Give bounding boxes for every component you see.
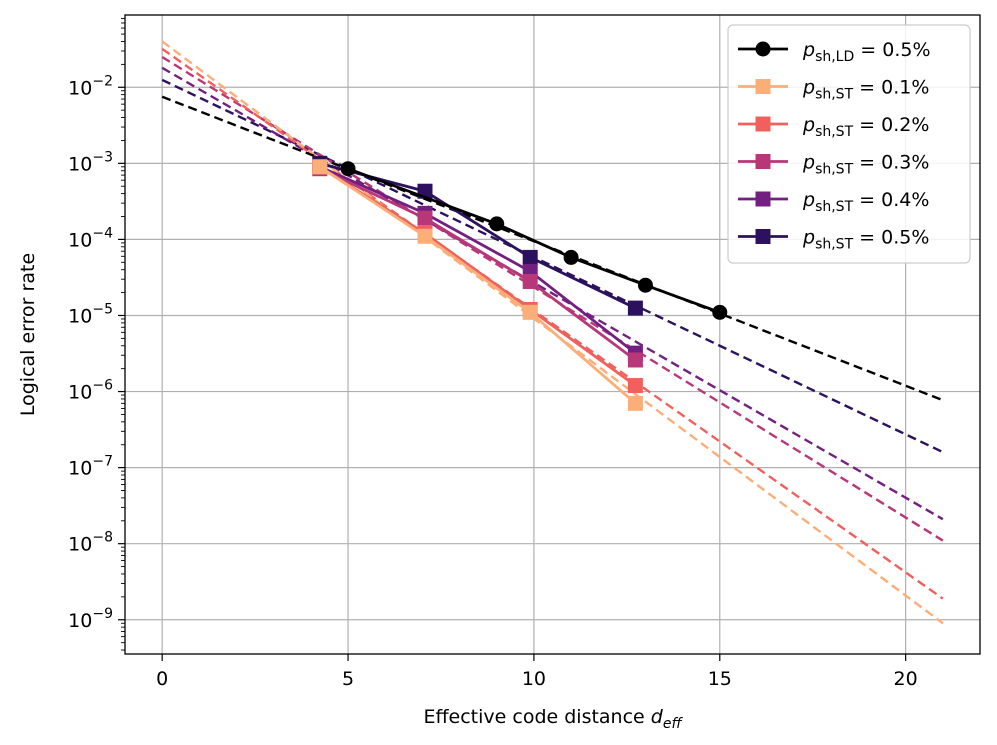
y-tick-exponent: −6 — [92, 378, 113, 394]
data-series — [312, 155, 728, 411]
legend-box — [727, 24, 971, 264]
y-tick-label: 10−4 — [68, 225, 113, 251]
legend-label: psh,ST = 0.5% — [802, 227, 929, 253]
y-tick-label: 10−8 — [68, 530, 113, 556]
series-line — [319, 165, 637, 405]
legend-label-subscript: sh,ST — [815, 87, 854, 103]
data-point — [417, 228, 433, 244]
fit-lines — [161, 40, 944, 625]
y-tick-label: 10−3 — [68, 149, 113, 175]
y-tick-exponent: −8 — [92, 530, 113, 546]
legend-label-subscript: sh,ST — [815, 162, 854, 178]
legend-label-subscript: sh,ST — [815, 124, 854, 140]
legend-swatch-marker — [755, 191, 771, 207]
y-tick-label: 10−5 — [68, 301, 113, 327]
legend-label-value: = 0.5% — [853, 227, 929, 249]
x-tick-label: 10 — [522, 668, 546, 690]
y-tick-label: 10−2 — [68, 73, 113, 99]
legend-label-variable: p — [802, 77, 815, 99]
data-point — [627, 352, 643, 368]
legend-swatch-marker — [755, 154, 771, 169]
x-axis-label-subscript: eff — [663, 716, 684, 732]
y-tick-exponent: −9 — [92, 606, 113, 622]
legend-label-variable: p — [802, 114, 815, 136]
data-point — [417, 210, 433, 226]
legend-label-variable: p — [802, 227, 815, 249]
legend-label-value: = 0.2% — [853, 114, 929, 136]
legend-label: psh,ST = 0.4% — [802, 189, 929, 215]
legend-entry: psh,ST = 0.3% — [738, 152, 929, 178]
fit-line — [161, 78, 944, 454]
legend-label-value: = 0.5% — [854, 39, 930, 61]
series-group — [340, 161, 728, 320]
fit-line — [161, 66, 944, 521]
legend-entry: psh,ST = 0.5% — [738, 227, 929, 253]
legend-label: psh,ST = 0.1% — [802, 77, 929, 103]
series-line — [319, 167, 637, 362]
y-tick-label: 10−7 — [68, 454, 113, 480]
legend-label-value: = 0.3% — [853, 152, 929, 174]
data-point — [522, 273, 538, 289]
legend-label-subscript: sh,ST — [815, 199, 854, 215]
x-axis-label: Effective code distance deff — [423, 706, 683, 732]
x-axis-label-text: Effective code distance — [423, 706, 650, 728]
legend-label-subscript: sh,LD — [815, 49, 854, 65]
legend-swatch-marker — [755, 229, 771, 244]
legend-label: psh,ST = 0.3% — [802, 152, 929, 178]
legend-label-subscript: sh,ST — [815, 237, 854, 253]
legend-entry: psh,LD = 0.5% — [738, 39, 931, 65]
y-tick-exponent: −2 — [92, 73, 113, 89]
legend-entry: psh,ST = 0.4% — [738, 189, 929, 215]
y-tick-exponent: −4 — [92, 225, 113, 241]
x-tick-label: 5 — [342, 668, 354, 690]
series-line — [319, 165, 637, 355]
data-point — [489, 216, 505, 232]
legend-entry: psh,ST = 0.2% — [738, 114, 929, 140]
data-point — [627, 378, 643, 394]
plot-frame — [124, 14, 981, 655]
legend-label-variable: p — [802, 152, 815, 174]
x-tick-label: 15 — [708, 668, 732, 690]
legend-label-value: = 0.1% — [853, 77, 929, 99]
data-point — [563, 249, 579, 265]
y-tick-label: 10−9 — [68, 606, 113, 632]
data-point — [522, 304, 538, 320]
y-axis-label: Logical error rate — [17, 253, 39, 416]
y-tick-exponent: −3 — [92, 149, 113, 165]
data-point — [637, 277, 653, 293]
data-point — [312, 159, 328, 175]
legend-swatch-marker — [755, 41, 771, 57]
legend-label-variable: p — [802, 39, 815, 61]
legend: psh,LD = 0.5%psh,ST = 0.1%psh,ST = 0.2%p… — [727, 24, 971, 264]
fit-line — [161, 47, 944, 600]
data-point — [712, 304, 728, 320]
data-point — [340, 161, 356, 177]
y-tick-label: 10−6 — [68, 378, 113, 404]
y-tick-exponent: −7 — [92, 454, 113, 470]
x-axis-label-variable: d — [651, 706, 664, 728]
x-tick-label: 0 — [156, 668, 168, 690]
data-point — [522, 249, 538, 265]
fit-line — [161, 40, 944, 625]
series-group — [312, 155, 643, 316]
grid-lines — [125, 15, 980, 654]
legend-label: psh,LD = 0.5% — [802, 39, 931, 65]
y-tick-exponent: −5 — [92, 301, 113, 317]
legend-label-value: = 0.4% — [853, 189, 929, 211]
legend-swatch-marker — [755, 79, 771, 94]
legend-entry: psh,ST = 0.1% — [738, 77, 929, 103]
axis-labels: Effective code distance deff Logical err… — [17, 253, 683, 732]
data-point — [627, 395, 643, 411]
series-group — [312, 159, 643, 411]
data-point — [627, 300, 643, 316]
legend-label-variable: p — [802, 189, 815, 211]
legend-swatch-marker — [755, 116, 771, 132]
x-tick-label: 20 — [894, 668, 918, 690]
legend-label: psh,ST = 0.2% — [802, 114, 929, 140]
